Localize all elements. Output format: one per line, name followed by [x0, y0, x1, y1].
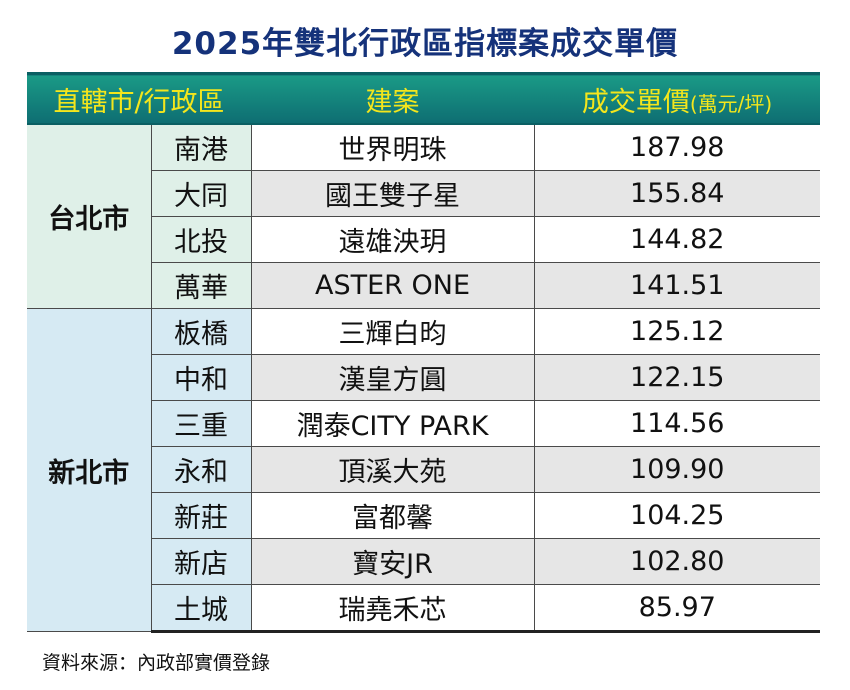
project-cell: 國王雙子星: [250, 170, 535, 217]
table-row: 新店 寶安JR 102.80: [27, 538, 821, 585]
table-row: 中和 漢皇方圓 122.15: [27, 354, 821, 401]
table-row: 三重 潤泰CITY PARK 114.56: [27, 400, 821, 447]
project-cell: 頂溪大苑: [250, 446, 535, 493]
price-cell: 85.97: [533, 584, 821, 633]
project-cell: 漢皇方圓: [250, 354, 535, 401]
district-cell: 大同: [150, 170, 252, 217]
district-cell: 板橋: [150, 308, 252, 355]
price-table: 直轄市/行政區 建案 成交單價(萬元/坪) 台北市 南港 世界明珠 187.98…: [27, 72, 821, 633]
price-cell: 114.56: [533, 400, 821, 447]
district-cell: 永和: [150, 446, 252, 493]
district-cell: 萬華: [150, 262, 252, 309]
table-row: 新莊 富都馨 104.25: [27, 492, 821, 539]
table-row: 土城 瑞堯禾芯 85.97: [27, 584, 821, 633]
price-cell: 109.90: [533, 446, 821, 493]
price-cell: 141.51: [533, 262, 821, 309]
table-row: 台北市 南港 世界明珠 187.98: [27, 124, 821, 309]
table-row: 新北市 板橋 三輝白昀 125.12: [27, 308, 821, 632]
header-project: 建案: [251, 72, 535, 125]
price-cell: 187.98: [533, 124, 821, 171]
table-row: 北投 遠雄泱玥 144.82: [27, 216, 821, 263]
project-cell: 寶安JR: [250, 538, 535, 585]
page-title: 2025年雙北行政區指標案成交單價: [171, 26, 679, 62]
project-cell: 世界明珠: [250, 124, 535, 171]
header-price: 成交單價(萬元/坪): [534, 72, 821, 125]
district-cell: 土城: [150, 584, 252, 633]
project-cell: 潤泰CITY PARK: [250, 400, 535, 447]
district-cell: 南港: [150, 124, 252, 171]
price-cell: 104.25: [533, 492, 821, 539]
header-city-district: 直轄市/行政區: [27, 72, 252, 125]
table-header-row: 直轄市/行政區 建案 成交單價(萬元/坪): [27, 72, 821, 125]
table-row: 萬華 ASTER ONE 141.51: [27, 262, 821, 309]
district-cell: 新莊: [150, 492, 252, 539]
project-cell: 三輝白昀: [250, 308, 535, 355]
city-taipei: 台北市: [27, 124, 151, 309]
price-cell: 122.15: [533, 354, 821, 401]
project-cell: 瑞堯禾芯: [250, 584, 535, 633]
price-cell: 125.12: [533, 308, 821, 355]
table-row: 大同 國王雙子星 155.84: [27, 170, 821, 217]
source-note: 資料來源：內政部實價登錄: [42, 652, 271, 674]
city-new-taipei: 新北市: [27, 308, 151, 632]
table-row: 永和 頂溪大苑 109.90: [27, 446, 821, 493]
header-price-unit: (萬元/坪): [689, 91, 773, 116]
project-cell: 富都馨: [250, 492, 535, 539]
price-cell: 155.84: [533, 170, 821, 217]
project-cell: 遠雄泱玥: [250, 216, 535, 263]
price-cell: 144.82: [533, 216, 821, 263]
district-cell: 北投: [150, 216, 252, 263]
district-cell: 三重: [150, 400, 252, 447]
price-cell: 102.80: [533, 538, 821, 585]
header-price-label: 成交單價: [581, 86, 690, 118]
district-cell: 新店: [150, 538, 252, 585]
district-cell: 中和: [150, 354, 252, 401]
project-cell: ASTER ONE: [250, 262, 535, 309]
